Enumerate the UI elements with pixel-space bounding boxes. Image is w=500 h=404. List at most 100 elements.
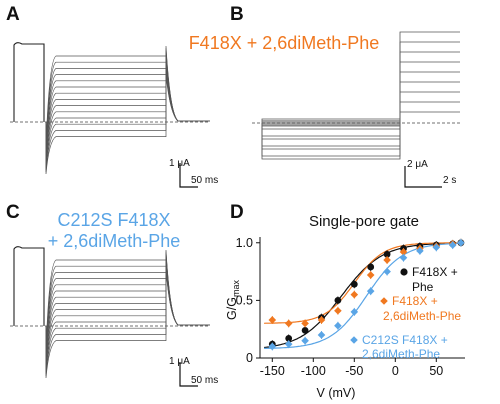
prepulse-trace — [13, 42, 45, 122]
data-point — [285, 335, 293, 342]
x-tick-label: -150 — [260, 364, 285, 378]
current-trace — [45, 52, 210, 155]
current-trace — [45, 45, 210, 149]
data-point — [284, 340, 293, 348]
data-point — [317, 331, 326, 339]
y-tick-label: 0 — [246, 351, 253, 365]
current-trace — [45, 56, 210, 159]
panel-label-b: B — [230, 4, 244, 25]
data-point — [366, 287, 375, 295]
current-trace — [45, 70, 210, 171]
scale-time-b: 2 s — [443, 175, 456, 186]
x-tick-label: -100 — [301, 364, 326, 378]
data-point — [268, 316, 277, 324]
legend-black-line1: F418X + — [412, 265, 458, 279]
current-traces-b — [252, 31, 460, 160]
panel-label-a: A — [6, 4, 20, 25]
data-point — [350, 290, 359, 299]
data-point — [268, 342, 277, 351]
prepulse-trace — [13, 246, 45, 326]
current-trace — [45, 251, 210, 355]
y-axis-label-main: G/G — [225, 297, 239, 320]
current-trace — [261, 51, 460, 130]
panel-label-c: C — [6, 202, 20, 223]
legend-orange-line1: F418X + — [392, 294, 438, 308]
y-tick-label: 0.5 — [236, 293, 253, 307]
data-point — [383, 250, 391, 258]
data-point — [399, 248, 408, 256]
scale-bar-b: 2 μA 2 s — [404, 159, 456, 188]
current-traces-c — [10, 246, 210, 379]
scale-bar-c: 1 μA 50 ms — [169, 356, 218, 387]
legend-black-line2: Phe — [412, 280, 434, 294]
annotation-orange: F418X + 2,6diMeth-Phe — [189, 33, 380, 53]
legend-marker-blue — [350, 336, 358, 344]
current-trace — [45, 263, 210, 371]
panel-label-d: D — [230, 202, 244, 223]
x-axis-label: V (mV) — [317, 386, 356, 400]
current-trace — [45, 254, 210, 359]
current-trace — [261, 111, 460, 160]
x-tick-label: 0 — [392, 364, 399, 378]
current-trace — [45, 258, 210, 365]
y-axis-label-sub: max — [231, 280, 241, 298]
scale-current-b: 2 μA — [407, 159, 428, 170]
axis-ticks: -150 -100 -50 0 50 0 0.5 1.0 — [236, 236, 444, 378]
data-point — [334, 306, 342, 315]
current-trace — [261, 41, 460, 127]
data-point — [350, 280, 358, 288]
data-point — [383, 267, 391, 276]
x-tick-label: -50 — [345, 364, 363, 378]
data-point — [301, 319, 309, 328]
steady-state-band — [262, 120, 400, 126]
fit-curve-2 — [264, 242, 463, 349]
legend-marker-orange — [380, 297, 388, 305]
data-point — [457, 238, 465, 247]
annotation-blue-line2: + 2,6diMeth-Phe — [48, 231, 181, 251]
data-point — [366, 271, 375, 279]
scale-current-c: 1 μA — [169, 356, 190, 367]
y-axis-label: G/Gmax — [225, 280, 241, 320]
current-traces-a — [10, 42, 210, 175]
fit-curve-0 — [264, 242, 463, 349]
scale-time-c: 50 ms — [191, 375, 218, 386]
current-trace — [45, 261, 210, 369]
data-point — [301, 336, 309, 345]
legend: F418X + Phe F418X + 2,6diMeth-Phe C212S … — [350, 265, 461, 361]
data-point — [301, 326, 309, 334]
data-point — [383, 256, 391, 264]
current-trace — [45, 255, 210, 361]
x-tick-label: 50 — [429, 364, 443, 378]
current-trace — [45, 63, 210, 165]
data-point — [432, 243, 441, 252]
y-tick-label: 1.0 — [236, 236, 253, 250]
annotation-blue-line1: C212S F418X — [57, 210, 170, 230]
legend-marker-black — [400, 268, 408, 276]
data-point — [334, 296, 342, 304]
legend-orange-line2: 2,6diMeth-Phe — [383, 309, 461, 323]
data-point — [317, 316, 326, 324]
data-point — [399, 253, 408, 262]
current-trace — [45, 269, 210, 379]
chart-title: Single-pore gate — [309, 213, 419, 230]
data-point — [284, 319, 293, 328]
data-point — [334, 321, 342, 330]
data-points — [268, 238, 465, 351]
current-trace — [45, 74, 210, 175]
current-trace — [45, 67, 210, 169]
data-point — [367, 263, 375, 271]
data-point — [448, 241, 457, 249]
current-trace — [45, 260, 210, 367]
scale-bar-a: 1 μA 50 ms — [169, 158, 218, 188]
chart-plot-area: -150 -100 -50 0 50 0 0.5 1.0 — [236, 236, 465, 378]
scale-time-a: 50 ms — [191, 175, 218, 186]
current-trace — [45, 249, 210, 353]
legend-blue-line2: 2,6diMeth-Phe — [362, 347, 440, 361]
legend-blue-line1: C212S F418X + — [362, 333, 448, 347]
scale-current-a: 1 μA — [169, 158, 190, 169]
fit-curves — [264, 242, 463, 349]
data-point — [350, 308, 359, 316]
fit-curve-1 — [264, 242, 463, 324]
data-point — [416, 247, 424, 255]
